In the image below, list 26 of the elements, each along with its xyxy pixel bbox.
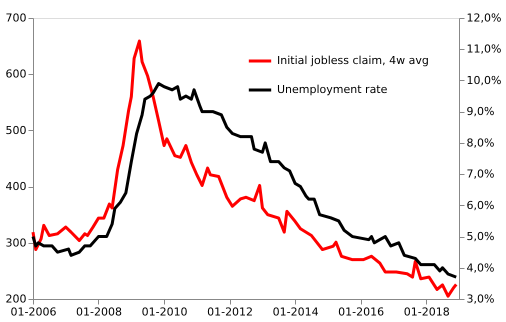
x-tick-label: 01-2010 <box>142 306 188 318</box>
y2-tick-label: 12,0% <box>466 12 502 24</box>
x-tick-label: 01-2014 <box>272 306 319 318</box>
y2-tick-label: 8,0% <box>466 136 494 150</box>
x-tick-label: 01-2006 <box>10 306 56 318</box>
legend-label: Unemployment rate <box>277 83 388 96</box>
line-series <box>32 82 458 279</box>
x-tick-label: 01-2018 <box>404 306 450 318</box>
y2-tick-label: 6,0% <box>466 198 494 212</box>
y-tick-label: 500 <box>6 124 26 137</box>
y-tick-label: 400 <box>6 180 26 194</box>
y-tick-label: 300 <box>6 236 26 250</box>
y2-tick-label: 7,0% <box>466 168 494 181</box>
y-tick-label: 700 <box>6 12 26 24</box>
x-tick-label: 01-2008 <box>76 306 122 318</box>
y2-tick-label: 5,0% <box>466 230 494 244</box>
y2-tick-label: 9,0% <box>466 105 494 118</box>
x-tick-label: 01-2016 <box>338 306 384 318</box>
legend-label: Initial jobless claim, 4w avg <box>277 54 429 67</box>
y-tick-label: 200 <box>6 292 26 306</box>
y2-tick-label: 3,0% <box>466 292 494 306</box>
x-tick-label: 01-2012 <box>207 306 254 318</box>
y2-tick-label: 11,0% <box>466 42 502 56</box>
y2-tick-label: 10,0% <box>466 74 502 87</box>
y-tick-label: 600 <box>6 68 26 81</box>
y2-tick-label: 4,0% <box>466 261 494 274</box>
